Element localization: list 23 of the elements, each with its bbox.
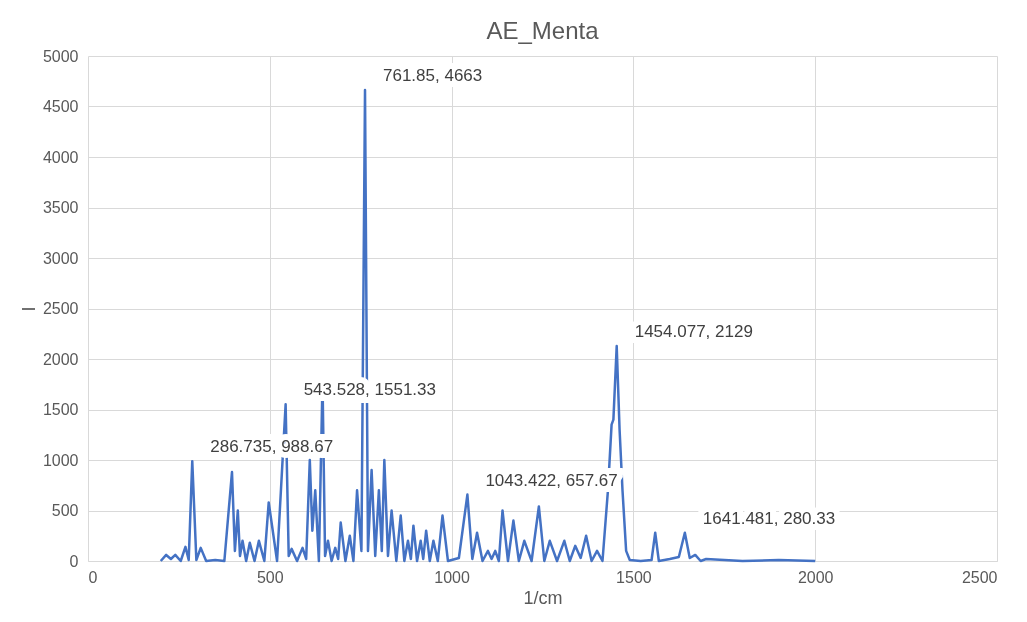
y-tick-label: 4500 xyxy=(42,98,79,115)
y-tick-label: 2000 xyxy=(42,350,79,368)
y-tick-label: 5000 xyxy=(42,47,79,65)
x-tick-label: 1500 xyxy=(616,568,652,586)
y-tick-label: 3500 xyxy=(42,199,79,216)
x-tick-label: 1000 xyxy=(434,568,470,586)
x-tick-label: 500 xyxy=(256,568,284,586)
y-tick-label: 2500 xyxy=(42,300,79,317)
x-tick-label: 2500 xyxy=(961,568,998,586)
y-tick-label: 4000 xyxy=(42,148,79,166)
annotation: 761.85, 4663 xyxy=(383,66,483,86)
x-tick-label: 2000 xyxy=(797,568,834,586)
x-axis-title: 1/cm xyxy=(523,587,563,608)
chart-title: AE_Menta xyxy=(486,17,600,44)
annotation: 1641.481, 280.33 xyxy=(702,508,836,528)
y-axis-title: I xyxy=(18,306,39,312)
y-tick-label: 500 xyxy=(51,502,79,519)
y-tick-label: 0 xyxy=(69,552,79,570)
x-tick-label: 0 xyxy=(88,568,98,586)
y-tick-label: 1000 xyxy=(42,451,79,469)
y-tick-label: 1500 xyxy=(42,401,79,418)
y-tick-label: 3000 xyxy=(42,249,79,267)
annotation: 1454.077, 2129 xyxy=(634,321,753,341)
